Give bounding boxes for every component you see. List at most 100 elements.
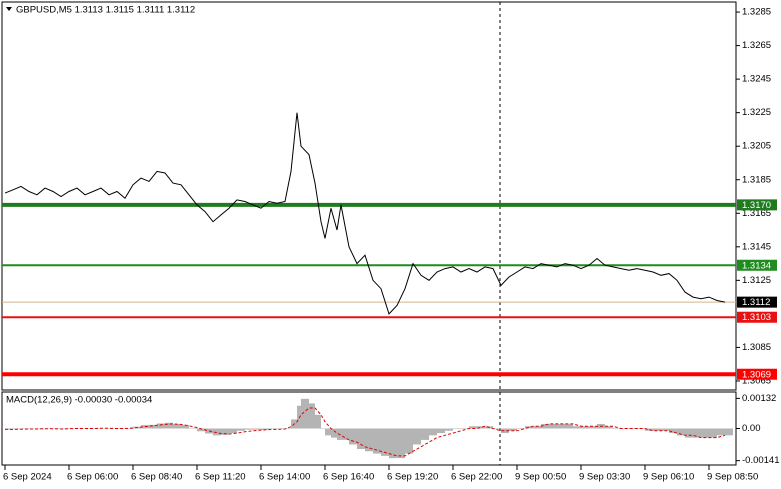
- macd-bar: [301, 398, 309, 429]
- macd-bar: [669, 428, 677, 434]
- macd-bar: [509, 428, 517, 431]
- macd-bar: [445, 428, 453, 431]
- macd-bar: [549, 423, 557, 429]
- x-tick-label: 6 Sep 11:20: [195, 472, 246, 483]
- y-tick-label: 1.3245: [742, 74, 771, 85]
- price-line: [4, 112, 726, 315]
- macd-bar: [213, 428, 221, 436]
- macd-bar: [197, 428, 205, 432]
- macd-bar: [453, 428, 461, 429]
- macd-bar: [261, 428, 269, 430]
- macd-bar: [565, 423, 573, 429]
- macd-bar: [321, 428, 325, 429]
- y-tick-label: 1.3145: [742, 241, 771, 252]
- macd-bar: [29, 428, 37, 429]
- macd-bar: [245, 428, 253, 430]
- macd-bar: [541, 423, 549, 429]
- macd-bar: [373, 428, 381, 454]
- y-tick-label: -0.00141: [742, 455, 780, 466]
- price-label: 1.3069: [742, 369, 771, 380]
- macd-bar: [85, 428, 93, 429]
- macd-bar: [581, 426, 589, 429]
- price-label-box: [737, 296, 777, 308]
- x-tick-label: 9 Sep 00:50: [515, 472, 566, 483]
- macd-bar: [693, 428, 701, 438]
- macd-bar: [149, 424, 157, 429]
- macd-bar: [69, 428, 77, 429]
- x-tick-label: 6 Sep 22:00: [451, 472, 502, 483]
- y-tick-label: 1.3285: [742, 7, 771, 18]
- macd-bar: [645, 428, 653, 431]
- macd-signal: [5, 407, 726, 457]
- price-label-box: [737, 199, 777, 211]
- macd-bar: [173, 423, 181, 429]
- price-label-box: [737, 259, 777, 271]
- macd-bar: [685, 428, 693, 438]
- macd-bar: [397, 428, 405, 459]
- macd-header: MACD(12,26,9) -0.00030 -0.00034: [6, 395, 152, 406]
- y-tick-label: 1.3185: [742, 174, 771, 185]
- macd-bar: [365, 428, 373, 452]
- price-label-box: [737, 368, 777, 380]
- x-tick-label: 9 Sep 08:50: [707, 472, 758, 483]
- macd-bar: [533, 426, 541, 429]
- x-tick-label: 6 Sep 14:00: [259, 472, 310, 483]
- x-tick-label: 6 Sep 19:20: [387, 472, 438, 483]
- macd-bar: [429, 428, 437, 436]
- macd-bar: [253, 428, 261, 430]
- y-tick-label: 1.3165: [742, 208, 771, 219]
- macd-bar: [573, 426, 581, 429]
- macd-bar: [221, 428, 229, 435]
- macd-bar: [341, 428, 349, 440]
- macd-bar: [109, 428, 117, 429]
- y-tick-label: 1.3265: [742, 40, 771, 51]
- collapse-arrow[interactable]: [6, 7, 12, 11]
- macd-bar: [165, 422, 173, 429]
- macd-bar: [285, 428, 291, 429]
- y-tick-label: 1.3205: [742, 141, 771, 152]
- x-tick-label: 9 Sep 03:30: [579, 472, 630, 483]
- price-label: 1.3170: [742, 200, 771, 211]
- macd-bar: [525, 426, 533, 429]
- macd-bar: [493, 428, 501, 429]
- macd-bar: [315, 414, 321, 429]
- macd-bar: [309, 403, 315, 429]
- macd-bar: [229, 428, 237, 434]
- macd-bar: [189, 428, 197, 429]
- macd-bar: [501, 428, 509, 434]
- macd-bar: [389, 428, 397, 459]
- macd-bar: [629, 428, 637, 429]
- macd-bar: [325, 428, 331, 436]
- macd-bar: [477, 426, 485, 429]
- y-tick-label: 1.3065: [742, 375, 771, 386]
- x-tick-label: 9 Sep 06:10: [643, 472, 694, 483]
- y-tick-label: 0.00: [742, 423, 761, 434]
- macd-bar: [461, 428, 469, 429]
- macd-bar: [725, 428, 733, 436]
- price-label: 1.3134: [742, 260, 771, 271]
- macd-bar: [589, 426, 597, 429]
- macd-bar: [709, 428, 717, 438]
- macd-bar: [437, 428, 445, 434]
- macd-bar: [181, 425, 189, 429]
- macd-bar: [469, 426, 477, 429]
- macd-bar: [357, 428, 365, 450]
- macd-bar: [653, 428, 661, 431]
- macd-bar: [517, 428, 525, 429]
- price-label: 1.3112: [742, 297, 770, 308]
- macd-bar: [557, 423, 565, 429]
- macd-bar: [661, 428, 669, 431]
- macd-bar: [237, 428, 245, 431]
- macd-bar: [677, 428, 685, 436]
- x-tick-label: 6 Sep 08:40: [131, 472, 182, 483]
- macd-bar: [45, 428, 53, 429]
- y-tick-label: 1.3085: [742, 342, 771, 353]
- macd-bar: [613, 428, 621, 429]
- x-tick-label: 6 Sep 06:00: [67, 472, 118, 483]
- price-label: 1.3103: [742, 312, 771, 323]
- y-tick-label: 1.3125: [742, 275, 771, 286]
- macd-bar: [157, 423, 165, 429]
- macd-bar: [297, 405, 301, 429]
